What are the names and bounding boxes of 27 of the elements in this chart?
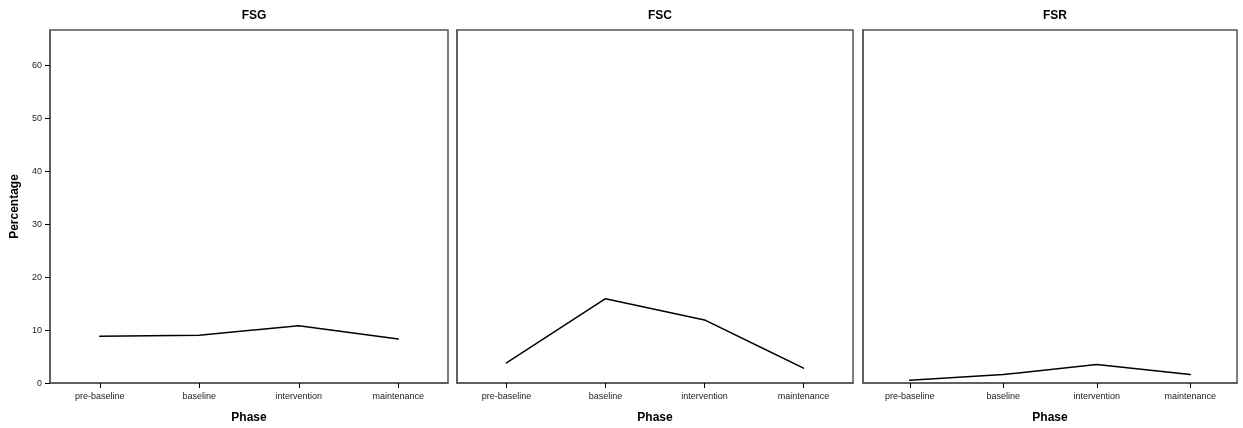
y-tick-label: 30 bbox=[31, 218, 42, 229]
x-tick-label: pre-baseline bbox=[884, 390, 935, 401]
x-tick-label: maintenance bbox=[777, 390, 830, 401]
x-tick-label: baseline bbox=[182, 390, 217, 401]
x-tick-label: pre-baseline bbox=[74, 390, 125, 401]
chart-title: FSC bbox=[648, 8, 673, 22]
y-tick-label: 10 bbox=[31, 325, 42, 335]
x-axis-title: Phase bbox=[637, 410, 673, 424]
chart-title: FSR bbox=[1043, 8, 1068, 22]
chart-title: FSG bbox=[241, 8, 267, 22]
x-tick-label: pre-baseline bbox=[481, 390, 532, 401]
x-axis-title: Phase bbox=[231, 410, 267, 424]
y-tick-label: 40 bbox=[31, 165, 42, 176]
y-tick-label: 60 bbox=[31, 59, 42, 70]
y-tick-label: 20 bbox=[31, 271, 42, 282]
x-tick-label: intervention bbox=[1073, 390, 1121, 401]
x-tick-label: maintenance bbox=[1164, 390, 1217, 401]
y-tick-label: 0 bbox=[36, 378, 42, 388]
x-tick-label: baseline bbox=[588, 390, 623, 401]
x-axis-title: Phase bbox=[1032, 410, 1068, 424]
x-tick-label: intervention bbox=[275, 390, 323, 401]
x-tick-label: maintenance bbox=[372, 390, 425, 401]
x-tick-label: intervention bbox=[681, 390, 728, 401]
x-tick-label: baseline bbox=[986, 390, 1021, 401]
y-axis-title: Percentage bbox=[7, 173, 21, 239]
line-series bbox=[99, 325, 399, 340]
y-tick-label: 50 bbox=[31, 112, 42, 123]
